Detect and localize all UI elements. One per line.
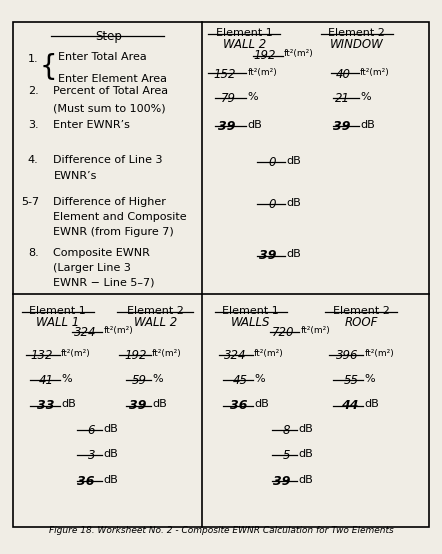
Text: 3: 3 bbox=[88, 449, 95, 463]
Text: dB: dB bbox=[286, 156, 301, 166]
Text: %: % bbox=[360, 93, 371, 102]
Text: ft²(m²): ft²(m²) bbox=[103, 326, 133, 335]
Text: (Larger Line 3: (Larger Line 3 bbox=[53, 263, 131, 273]
Text: 4.: 4. bbox=[28, 155, 39, 165]
Text: dB: dB bbox=[152, 399, 167, 409]
Text: Element 2: Element 2 bbox=[127, 306, 184, 316]
Text: Element 1: Element 1 bbox=[222, 306, 279, 316]
Text: 324: 324 bbox=[224, 349, 247, 362]
Text: Enter Total Area: Enter Total Area bbox=[57, 52, 146, 62]
Text: 36: 36 bbox=[77, 475, 95, 488]
Text: Element 1: Element 1 bbox=[29, 306, 86, 316]
Text: %: % bbox=[152, 375, 163, 384]
Text: ROOF: ROOF bbox=[344, 316, 378, 330]
Text: dB: dB bbox=[286, 249, 301, 259]
Text: 39: 39 bbox=[333, 120, 351, 133]
Text: EWNR’s: EWNR’s bbox=[53, 171, 97, 181]
Text: 36: 36 bbox=[230, 399, 248, 412]
Text: dB: dB bbox=[248, 120, 263, 130]
Text: 55: 55 bbox=[344, 375, 359, 387]
Text: Step: Step bbox=[95, 30, 122, 43]
Text: dB: dB bbox=[364, 399, 379, 409]
Text: Composite EWNR: Composite EWNR bbox=[53, 248, 150, 258]
Text: 8.: 8. bbox=[28, 248, 39, 258]
Text: 1.: 1. bbox=[28, 54, 38, 64]
Text: dB: dB bbox=[299, 475, 313, 485]
Text: Element 2: Element 2 bbox=[332, 306, 389, 316]
Text: Enter Element Area: Enter Element Area bbox=[57, 74, 167, 84]
Text: 324: 324 bbox=[74, 326, 97, 339]
Text: 0: 0 bbox=[269, 156, 276, 169]
Text: dB: dB bbox=[286, 198, 301, 208]
Text: 45: 45 bbox=[232, 375, 248, 387]
Text: 21: 21 bbox=[335, 93, 351, 105]
Text: 396: 396 bbox=[336, 349, 359, 362]
Text: %: % bbox=[254, 375, 265, 384]
Text: Difference of Line 3: Difference of Line 3 bbox=[53, 155, 163, 165]
Text: 39: 39 bbox=[259, 249, 276, 263]
Text: dB: dB bbox=[254, 399, 269, 409]
Text: 33: 33 bbox=[37, 399, 54, 412]
Text: Enter EWNR’s: Enter EWNR’s bbox=[53, 120, 130, 130]
Text: 39: 39 bbox=[218, 120, 236, 133]
Text: Figure 18. Worksheet No. 2 - Composite EWNR Calculation for Two Elements: Figure 18. Worksheet No. 2 - Composite E… bbox=[49, 526, 393, 535]
Text: 39: 39 bbox=[129, 399, 147, 412]
Text: 6: 6 bbox=[88, 424, 95, 437]
Text: 720: 720 bbox=[271, 326, 294, 339]
Text: 41: 41 bbox=[39, 375, 54, 387]
Text: ft²(m²): ft²(m²) bbox=[61, 349, 91, 358]
Text: ft²(m²): ft²(m²) bbox=[248, 68, 278, 77]
Text: dB: dB bbox=[299, 424, 313, 434]
Text: ft²(m²): ft²(m²) bbox=[284, 49, 313, 58]
Text: dB: dB bbox=[103, 475, 118, 485]
Text: dB: dB bbox=[360, 120, 375, 130]
Text: 5-7: 5-7 bbox=[22, 197, 40, 207]
Text: 40: 40 bbox=[335, 68, 351, 81]
Text: WALL 2: WALL 2 bbox=[223, 38, 266, 51]
Text: EWNR − Line 5–7): EWNR − Line 5–7) bbox=[53, 278, 155, 288]
Text: Difference of Higher: Difference of Higher bbox=[53, 197, 166, 207]
Text: 59: 59 bbox=[132, 375, 147, 387]
Text: 132: 132 bbox=[31, 349, 53, 362]
Text: 3.: 3. bbox=[28, 120, 38, 130]
Text: WINDOW: WINDOW bbox=[330, 38, 384, 51]
Text: (Must sum to 100%): (Must sum to 100%) bbox=[53, 103, 166, 113]
Text: 44: 44 bbox=[341, 399, 359, 412]
Text: %: % bbox=[364, 375, 375, 384]
Text: ft²(m²): ft²(m²) bbox=[254, 349, 284, 358]
Text: dB: dB bbox=[103, 424, 118, 434]
Text: WALL 2: WALL 2 bbox=[133, 316, 177, 330]
Text: %: % bbox=[61, 375, 72, 384]
Text: %: % bbox=[248, 93, 259, 102]
Text: 8: 8 bbox=[283, 424, 290, 437]
Text: 79: 79 bbox=[221, 93, 236, 105]
Text: Element 1: Element 1 bbox=[216, 28, 273, 38]
Text: 192: 192 bbox=[254, 49, 276, 63]
Text: 0: 0 bbox=[269, 198, 276, 211]
Text: WALL 1: WALL 1 bbox=[36, 316, 79, 330]
Text: Element 2: Element 2 bbox=[328, 28, 385, 38]
Text: dB: dB bbox=[61, 399, 76, 409]
Text: EWNR (from Figure 7): EWNR (from Figure 7) bbox=[53, 227, 174, 237]
Text: Element and Composite: Element and Composite bbox=[53, 212, 187, 222]
Text: {: { bbox=[39, 53, 57, 80]
Text: 152: 152 bbox=[213, 68, 236, 81]
Text: 192: 192 bbox=[124, 349, 147, 362]
Text: dB: dB bbox=[103, 449, 118, 459]
Text: 5: 5 bbox=[283, 449, 290, 463]
Text: 39: 39 bbox=[273, 475, 290, 488]
Text: ft²(m²): ft²(m²) bbox=[152, 349, 182, 358]
Text: ft²(m²): ft²(m²) bbox=[360, 68, 390, 77]
Text: ft²(m²): ft²(m²) bbox=[301, 326, 331, 335]
Text: WALLS: WALLS bbox=[231, 316, 271, 330]
Text: dB: dB bbox=[299, 449, 313, 459]
Text: ft²(m²): ft²(m²) bbox=[364, 349, 394, 358]
Text: 2.: 2. bbox=[28, 85, 39, 95]
Text: Percent of Total Area: Percent of Total Area bbox=[53, 85, 168, 95]
